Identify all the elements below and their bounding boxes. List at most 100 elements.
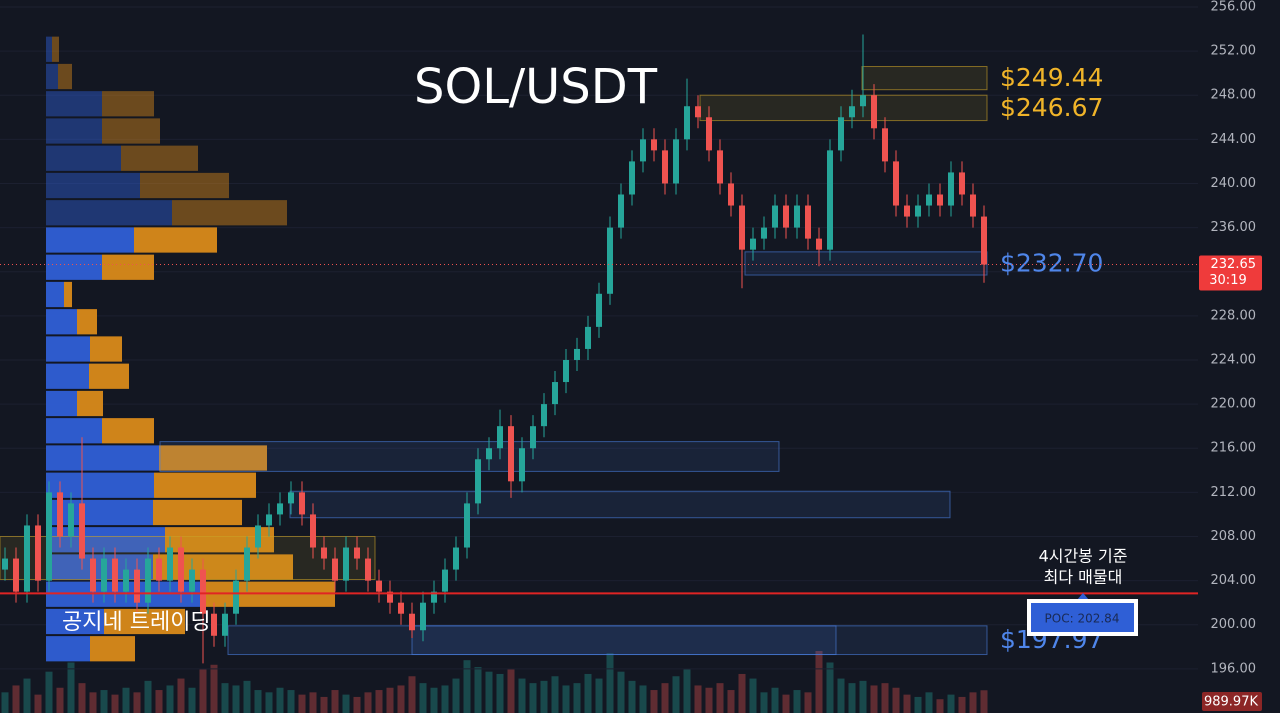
candle-body [849,106,855,118]
candle-body [222,613,228,636]
volume-label-box [1202,692,1262,711]
candle-body [79,503,85,559]
candle-body [2,558,8,570]
volume-bar [617,671,625,713]
volume-bar [78,683,86,713]
y-tick-label: 252.00 [1211,44,1257,59]
volume-bar [474,667,482,713]
volume-bar [562,685,570,713]
volume-bar [584,673,592,713]
candle-body [860,95,866,107]
candle-body [695,106,701,118]
volume-bar [595,678,603,713]
volume-bar [331,690,339,713]
y-tick-label: 240.00 [1211,176,1257,191]
candle-body [948,172,954,206]
profile-buy [46,636,90,662]
volume-bar [265,692,273,713]
profile-sell [90,336,122,362]
volume-bar [309,692,317,713]
volume-bar [749,678,757,713]
candle-body [640,139,646,162]
volume-bar [441,685,449,713]
candle-body [68,503,74,537]
candle-body [596,293,602,327]
volume-bar [705,687,713,713]
volume-bar [771,687,779,713]
profile-sell [90,636,135,662]
zone [289,490,951,519]
candle-body [475,459,481,504]
profile-buy [46,390,77,417]
volume-bar [298,694,306,713]
volume-bar [694,685,702,713]
candle-body [101,558,107,592]
candle-body [189,569,195,592]
candle-body [662,150,668,184]
volume-bar [496,673,504,713]
candle-body [332,558,338,581]
profile-buy [46,527,165,553]
volume-bar [122,687,130,713]
y-tick-label: 256.00 [1211,0,1257,14]
volume-bar [804,692,812,713]
candle-body [310,514,316,548]
profile-sell [58,63,72,90]
volume-bar [111,694,119,713]
candle-body [200,569,206,614]
volume-bar [166,685,174,713]
profile-buy [46,499,153,526]
candle-body [882,128,888,162]
volume-bar [463,660,471,713]
candle-body [739,205,745,250]
candle-body [24,525,30,592]
profile-sell [121,145,198,171]
candle-body [178,547,184,592]
profile-buy [46,309,77,335]
volume-bar [826,662,834,713]
volume-bar [210,664,218,713]
volume-bar [881,683,889,713]
volume-bar [903,694,911,713]
volume-bar [56,687,64,713]
zone [411,625,837,656]
volume-bar [650,690,658,713]
profile-sell [134,227,217,253]
profile-buy [46,254,102,280]
y-tick-label: 208.00 [1211,529,1257,544]
zone [0,535,376,581]
candle-body [420,602,426,631]
volume-bar [188,687,196,713]
candle-body [442,569,448,592]
volume-bar [848,683,856,713]
volume-bar [408,676,416,713]
candle-body [299,492,305,515]
volume-bar [353,696,361,713]
profile-buy [46,445,159,471]
profile-sell [102,254,154,280]
candle-body [970,194,976,217]
volume-bar [518,678,526,713]
volume-bar [100,690,108,713]
y-tick-label: 216.00 [1211,441,1257,456]
y-tick-label: 212.00 [1211,485,1257,500]
candle-body [915,205,921,217]
volume-bar [67,662,75,713]
profile-buy [46,63,58,90]
y-tick-label: 204.00 [1211,573,1257,588]
candle-body [629,161,635,195]
zone-label: $246.67 [1000,93,1103,122]
profile-sell [102,418,154,444]
candle-body [519,448,525,482]
volume-bar [628,680,636,713]
candle-body [211,613,217,636]
candle-body [871,95,877,129]
y-tick-label: 200.00 [1211,617,1257,632]
candle-body [244,547,250,581]
candle-body [816,238,822,250]
candle-body [233,580,239,614]
volume-bar [276,687,284,713]
volume-bar [672,676,680,713]
